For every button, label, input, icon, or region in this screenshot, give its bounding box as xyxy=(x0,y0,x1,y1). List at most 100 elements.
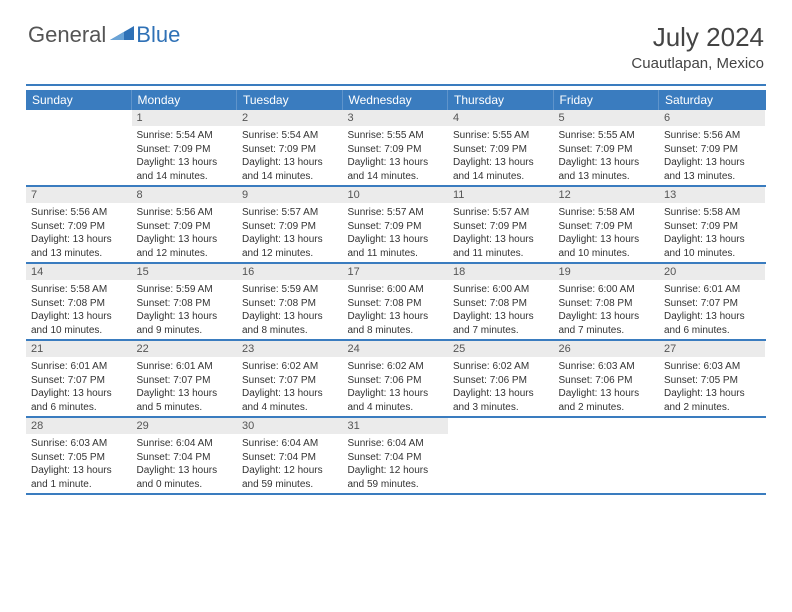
daylight-text: Daylight: 13 hours xyxy=(664,233,760,247)
weekday-header: Thursday xyxy=(448,90,554,110)
day-cell: 13Sunrise: 5:58 AMSunset: 7:09 PMDayligh… xyxy=(659,187,765,262)
sunset-text: Sunset: 7:08 PM xyxy=(559,297,655,311)
daylight-text: Daylight: 13 hours xyxy=(242,310,338,324)
day-cell: 18Sunrise: 6:00 AMSunset: 7:08 PMDayligh… xyxy=(448,264,554,339)
sunset-text: Sunset: 7:09 PM xyxy=(348,220,444,234)
sunset-text: Sunset: 7:05 PM xyxy=(31,451,127,465)
sunset-text: Sunset: 7:08 PM xyxy=(348,297,444,311)
daylight-text: Daylight: 13 hours xyxy=(348,233,444,247)
day-number: 4 xyxy=(448,110,554,126)
day-cell: 6Sunrise: 5:56 AMSunset: 7:09 PMDaylight… xyxy=(659,110,765,185)
weeks-container: 1Sunrise: 5:54 AMSunset: 7:09 PMDaylight… xyxy=(26,110,766,495)
empty-day-cell xyxy=(448,418,554,493)
day-body: Sunrise: 6:02 AMSunset: 7:07 PMDaylight:… xyxy=(237,357,343,416)
daylight-text: Daylight: 13 hours xyxy=(453,310,549,324)
day-cell: 17Sunrise: 6:00 AMSunset: 7:08 PMDayligh… xyxy=(343,264,449,339)
brand-logo: General Blue xyxy=(28,22,180,48)
day-body: Sunrise: 6:00 AMSunset: 7:08 PMDaylight:… xyxy=(554,280,660,339)
day-body: Sunrise: 5:56 AMSunset: 7:09 PMDaylight:… xyxy=(659,126,765,185)
daylight-text: and 6 minutes. xyxy=(664,324,760,338)
week-row: 14Sunrise: 5:58 AMSunset: 7:08 PMDayligh… xyxy=(26,264,766,341)
day-number: 8 xyxy=(132,187,238,203)
day-number: 3 xyxy=(343,110,449,126)
daylight-text: and 8 minutes. xyxy=(242,324,338,338)
week-row: 1 Sunrise: 5:54 AM Sunset: 7:09 PM Daylight… xyxy=(26,110,766,187)
daylight-text: and 6 minutes. xyxy=(31,401,127,415)
day-cell: 21Sunrise: 6:01 AMSunset: 7:07 PMDayligh… xyxy=(26,341,132,416)
sunset-text: Sunset: 7:06 PM xyxy=(348,374,444,388)
daylight-text: and 2 minutes. xyxy=(664,401,760,415)
day-cell: 12Sunrise: 5:58 AMSunset: 7:09 PMDayligh… xyxy=(554,187,660,262)
daylight-text: and 14 minutes. xyxy=(348,170,444,184)
sunset-text: Sunset: 7:04 PM xyxy=(348,451,444,465)
sunrise-text: Sunrise: 5:58 AM xyxy=(559,206,655,220)
sunrise-text: Sunrise: 5:59 AM xyxy=(137,283,233,297)
daylight-text: Daylight: 13 hours xyxy=(453,156,549,170)
day-body: Sunrise: 5:57 AMSunset: 7:09 PMDaylight:… xyxy=(237,203,343,262)
header: General Blue July 2024 Cuautlapan, Mexic… xyxy=(0,0,792,78)
day-number: 1 xyxy=(132,110,238,126)
brand-triangle-icon xyxy=(110,24,134,47)
weekday-header: Saturday xyxy=(659,90,765,110)
week-row: 21Sunrise: 6:01 AMSunset: 7:07 PMDayligh… xyxy=(26,341,766,418)
sunrise-text: Sunrise: 5:56 AM xyxy=(31,206,127,220)
daylight-text: Daylight: 13 hours xyxy=(559,387,655,401)
empty-day-cell xyxy=(554,418,660,493)
day-number: 15 xyxy=(132,264,238,280)
sunrise-text: Sunrise: 5:54 AM xyxy=(137,129,233,143)
day-cell: 16Sunrise: 5:59 AMSunset: 7:08 PMDayligh… xyxy=(237,264,343,339)
day-cell: 14Sunrise: 5:58 AMSunset: 7:08 PMDayligh… xyxy=(26,264,132,339)
daylight-text: and 4 minutes. xyxy=(348,401,444,415)
empty-day-cell xyxy=(26,110,132,185)
weekday-header: Tuesday xyxy=(237,90,343,110)
sunset-text: Sunset: 7:09 PM xyxy=(559,143,655,157)
day-body: Sunrise: 5:58 AMSunset: 7:09 PMDaylight:… xyxy=(659,203,765,262)
title-block: July 2024 Cuautlapan, Mexico xyxy=(631,22,764,72)
sunrise-text: Sunrise: 5:55 AM xyxy=(348,129,444,143)
day-number: 2 xyxy=(237,110,343,126)
sunrise-text: Sunrise: 5:57 AM xyxy=(453,206,549,220)
sunrise-text: Sunrise: 5:57 AM xyxy=(242,206,338,220)
top-rule xyxy=(26,84,766,86)
daylight-text: Daylight: 13 hours xyxy=(559,233,655,247)
day-body: Sunrise: 5:55 AMSunset: 7:09 PMDaylight:… xyxy=(343,126,449,185)
day-body: Sunrise: 6:00 AMSunset: 7:08 PMDaylight:… xyxy=(343,280,449,339)
daylight-text: and 14 minutes. xyxy=(137,170,233,184)
day-cell: 28Sunrise: 6:03 AMSunset: 7:05 PMDayligh… xyxy=(26,418,132,493)
weekday-header: Wednesday xyxy=(343,90,449,110)
day-cell: 9Sunrise: 5:57 AMSunset: 7:09 PMDaylight… xyxy=(237,187,343,262)
daylight-text: Daylight: 13 hours xyxy=(137,233,233,247)
daylight-text: Daylight: 13 hours xyxy=(31,310,127,324)
sunrise-text: Sunrise: 6:00 AM xyxy=(453,283,549,297)
day-body: Sunrise: 5:59 AMSunset: 7:08 PMDaylight:… xyxy=(237,280,343,339)
sunset-text: Sunset: 7:07 PM xyxy=(31,374,127,388)
day-number: 18 xyxy=(448,264,554,280)
sunset-text: Sunset: 7:09 PM xyxy=(453,220,549,234)
daylight-text: Daylight: 13 hours xyxy=(348,156,444,170)
day-number: 22 xyxy=(132,341,238,357)
daylight-text: and 13 minutes. xyxy=(559,170,655,184)
sunset-text: Sunset: 7:07 PM xyxy=(242,374,338,388)
sunrise-text: Sunrise: 5:56 AM xyxy=(664,129,760,143)
day-number: 14 xyxy=(26,264,132,280)
day-number: 5 xyxy=(554,110,660,126)
sunrise-text: Sunrise: 6:01 AM xyxy=(137,360,233,374)
daylight-text: Daylight: 13 hours xyxy=(453,233,549,247)
sunset-text: Sunset: 7:08 PM xyxy=(242,297,338,311)
day-body: Sunrise: 6:02 AMSunset: 7:06 PMDaylight:… xyxy=(448,357,554,416)
day-body: Sunrise: 5:57 AMSunset: 7:09 PMDaylight:… xyxy=(343,203,449,262)
daylight-text: and 9 minutes. xyxy=(137,324,233,338)
day-cell: 30Sunrise: 6:04 AMSunset: 7:04 PMDayligh… xyxy=(237,418,343,493)
day-number: 17 xyxy=(343,264,449,280)
day-cell: 26Sunrise: 6:03 AMSunset: 7:06 PMDayligh… xyxy=(554,341,660,416)
daylight-text: and 10 minutes. xyxy=(31,324,127,338)
sunrise-text: Sunrise: 6:01 AM xyxy=(664,283,760,297)
sunrise-text: Sunrise: 6:03 AM xyxy=(31,437,127,451)
weekday-header: Monday xyxy=(132,90,238,110)
daylight-text: and 11 minutes. xyxy=(348,247,444,261)
sunrise-text: Sunrise: 6:00 AM xyxy=(348,283,444,297)
daylight-text: Daylight: 13 hours xyxy=(559,310,655,324)
sunset-text: Sunset: 7:04 PM xyxy=(137,451,233,465)
daylight-text: and 0 minutes. xyxy=(137,478,233,492)
day-number: 26 xyxy=(554,341,660,357)
